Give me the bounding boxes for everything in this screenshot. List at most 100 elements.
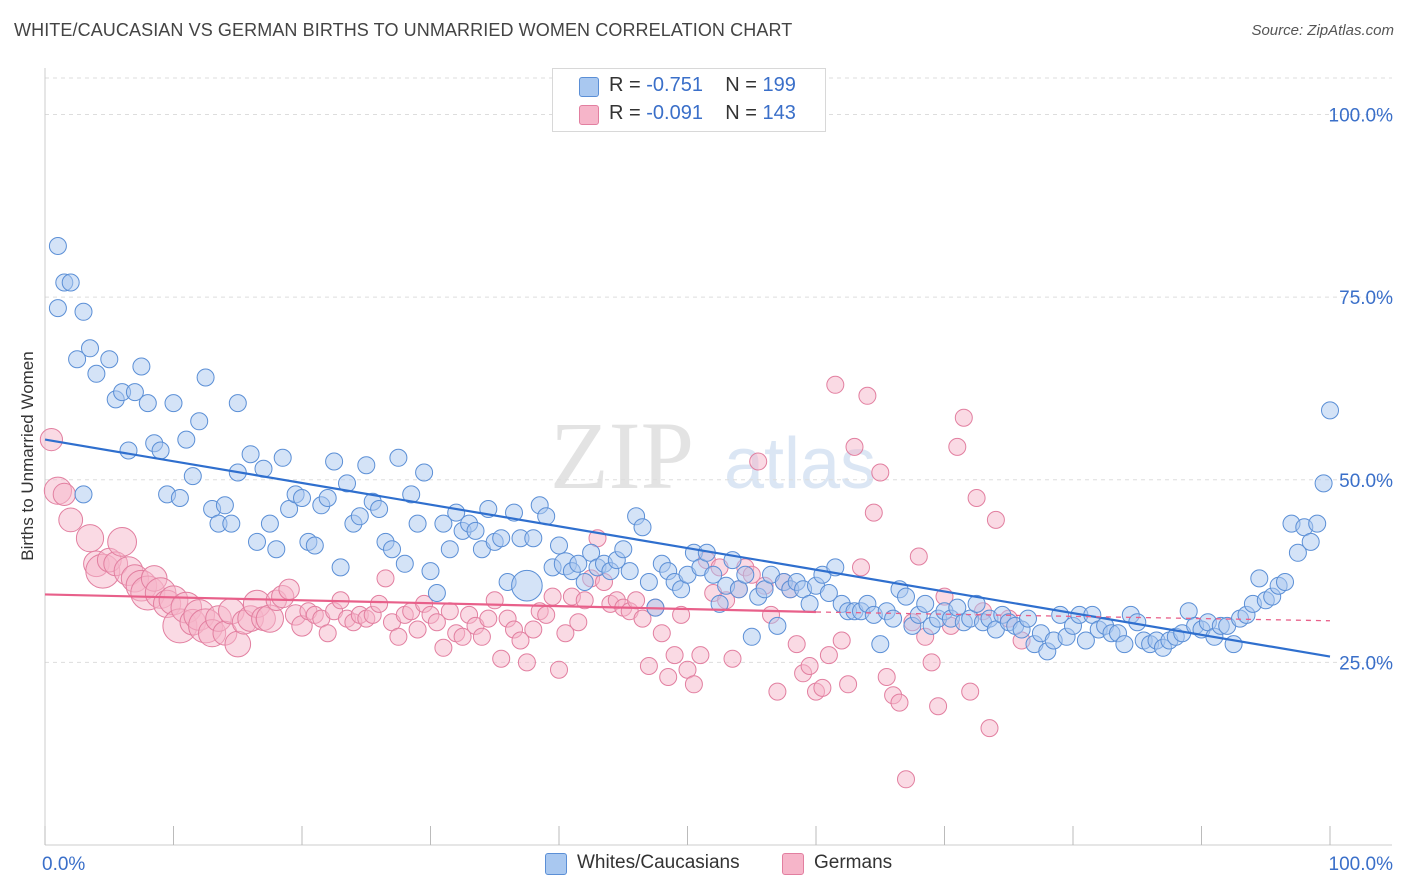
germans-point <box>58 507 84 533</box>
whites-point <box>228 394 247 413</box>
whites-point <box>74 485 93 504</box>
axes <box>44 68 1392 846</box>
germans-point <box>639 657 658 675</box>
germans-point <box>492 649 511 668</box>
germans-point <box>787 635 806 654</box>
germans-point <box>691 646 710 665</box>
whites-point <box>884 609 903 628</box>
r-label: R = <box>609 102 641 124</box>
whites-point <box>742 627 761 646</box>
legend-label-germans: Germans <box>814 852 893 873</box>
whites-point <box>1314 474 1333 493</box>
whites-point <box>1276 573 1294 591</box>
watermark-zip: ZIP <box>550 402 694 509</box>
whites-point <box>897 587 915 606</box>
whites-point <box>620 562 639 581</box>
germans-point <box>575 591 594 610</box>
n-label: N = <box>725 102 757 124</box>
germans-point <box>408 620 427 639</box>
source-credit: Source: ZipAtlas.com <box>1251 22 1394 39</box>
germans-point <box>370 594 389 613</box>
whites-point <box>267 540 286 559</box>
whites-point <box>395 554 414 573</box>
whites-point <box>183 467 202 486</box>
n-value-germans: 143 <box>762 102 796 124</box>
whites-point <box>819 584 838 602</box>
whites-point <box>305 536 324 555</box>
germans-point <box>633 609 652 628</box>
whites-point <box>511 569 543 602</box>
germans-point <box>768 682 787 701</box>
germans-point <box>672 605 691 624</box>
germans-point <box>929 697 948 716</box>
whites-point <box>871 635 890 654</box>
germans-point <box>909 547 928 566</box>
chart-title: WHITE/CAUCASIAN VS GERMAN BIRTHS TO UNMA… <box>14 20 793 40</box>
germans-point <box>479 609 498 628</box>
germans-point <box>550 660 568 679</box>
x-tick-label-max: 100.0% <box>1329 854 1394 875</box>
whites-point <box>967 594 986 613</box>
whites-point <box>325 452 344 471</box>
whites-point <box>415 463 434 482</box>
legend-swatch-germans <box>782 853 804 875</box>
whites-point <box>260 514 279 533</box>
germans-point <box>427 613 446 632</box>
n-label: N = <box>725 74 757 96</box>
germans-point <box>453 627 472 646</box>
stats-legend: R = -0.751 N = 199 R = -0.091 N = 143 <box>552 68 826 132</box>
germans-point <box>434 638 453 657</box>
whites-point <box>87 364 106 383</box>
whites-point <box>440 540 459 559</box>
germans-point <box>877 668 896 686</box>
whites-trend-line <box>44 438 1331 658</box>
germans-point <box>652 624 671 643</box>
germans-point <box>961 682 980 701</box>
whites-point <box>48 299 67 318</box>
germans-point <box>556 624 575 643</box>
germans-point <box>871 463 890 482</box>
germans-point <box>967 489 986 507</box>
whites-point <box>427 584 446 602</box>
germans-point <box>897 770 915 789</box>
germans-point <box>318 624 337 643</box>
whites-point <box>505 503 523 522</box>
germans-point <box>819 646 838 665</box>
legend-swatch-germans <box>579 105 599 125</box>
germans-point <box>723 649 742 668</box>
whites-point <box>370 500 389 518</box>
germans-point <box>75 524 105 553</box>
whites-point <box>81 339 99 358</box>
germans-point <box>537 605 556 624</box>
whites-point <box>434 514 453 533</box>
germans-point <box>440 602 459 621</box>
germans-point <box>665 646 684 665</box>
germans-point <box>800 657 819 675</box>
whites-point <box>68 350 87 369</box>
germans-point <box>569 613 588 632</box>
germans-point <box>749 452 768 471</box>
germans-point <box>224 630 252 658</box>
whites-point <box>710 594 729 613</box>
germans-point <box>389 627 408 646</box>
legend-label-whites: Whites/Caucasians <box>577 852 740 873</box>
germans-point <box>858 386 877 405</box>
whites-point <box>633 518 652 537</box>
whites-point <box>177 430 196 449</box>
germans-point <box>948 437 967 456</box>
germans-point <box>278 578 300 600</box>
y-tick-label: 100.0% <box>1329 106 1394 127</box>
trend-lines <box>44 438 1331 658</box>
watermark: ZIP atlas <box>550 402 876 509</box>
whites-point <box>1250 569 1269 588</box>
germans-point <box>845 437 864 456</box>
r-value-germans: -0.091 <box>646 102 703 124</box>
whites-point <box>132 357 151 376</box>
whites-point <box>357 456 376 475</box>
whites-point <box>408 514 427 533</box>
whites-point <box>138 394 157 413</box>
germans-point <box>986 510 1005 529</box>
germans-point <box>954 408 973 427</box>
whites-point <box>800 594 819 613</box>
whites-point <box>338 474 356 493</box>
